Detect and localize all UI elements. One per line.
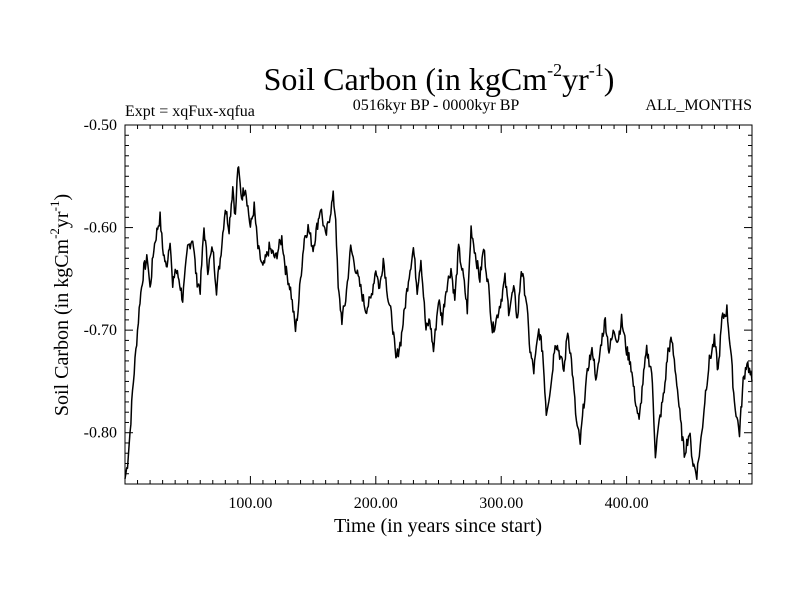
experiment-label: Expt = xqFux-xqfua [125,103,255,120]
chart-title-mid: yr [562,61,589,97]
y-tick-label: -0.70 [84,322,117,339]
y-axis-label-mid: yr [51,211,73,228]
svg-text:Soil Carbon (in kgCm-2yr-1): Soil Carbon (in kgCm-2yr-1) [264,60,615,97]
chart-title-end: ) [604,61,615,97]
time-range-label: 0516kyr BP - 0000kyr BP [353,97,520,114]
x-tick-label: 300.00 [479,495,523,512]
x-axis-label: Time (in years since start) [334,515,542,537]
y-tick-label: -0.80 [84,425,117,442]
months-label: ALL_MONTHS [645,97,752,114]
x-tick-label: 200.00 [354,495,398,512]
y-tick-label: -0.60 [84,220,117,237]
y-axis-label-end: ) [51,194,73,201]
y-axis-label-main: Soil Carbon (in kgCm [51,238,73,416]
y-axis-label: Soil Carbon (in kgCm-2yr-1) [47,194,73,416]
soil-carbon-series-line [124,166,753,481]
y-axis-label-exponent-2: -1 [47,201,62,212]
chart-title-main: Soil Carbon (in kgCm [264,61,548,97]
chart-title: Soil Carbon (in kgCm-2yr-1) [264,60,615,97]
y-axis: -0.50 -0.60 -0.70 -0.80 [84,117,752,475]
y-tick-label: -0.50 [84,117,117,134]
chart-title-exponent-2: -1 [589,60,604,80]
x-tick-label: 400.00 [605,495,649,512]
chart-title-exponent-1: -2 [547,60,562,80]
x-axis: 100.00 200.00 300.00 400.00 [137,125,740,512]
y-axis-label-exponent-1: -2 [47,228,62,239]
x-tick-label: 100.00 [228,495,272,512]
